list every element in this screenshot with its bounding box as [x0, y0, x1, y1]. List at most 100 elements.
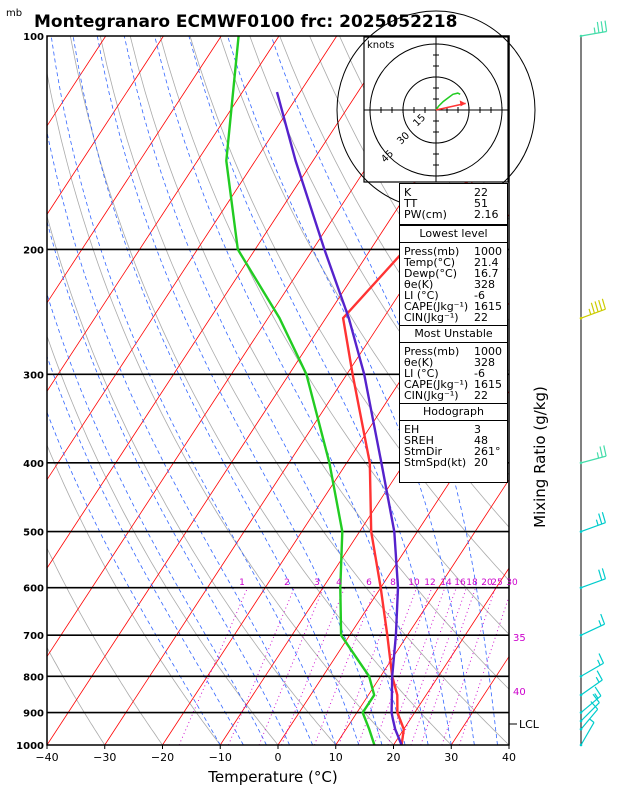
mixing-ratio-label: 6 [366, 578, 372, 588]
wind-barb-dot [579, 743, 583, 747]
unstable-key: CAPE(Jkg⁻¹) [404, 378, 469, 391]
wind-barb-flag [601, 568, 607, 579]
isotherm [47, 36, 222, 304]
index-value: 51 [474, 197, 488, 210]
wind-barb [579, 701, 599, 731]
wind-barbs [579, 20, 608, 747]
mixing-ratio-line [228, 587, 295, 745]
moist-adiabat [47, 411, 221, 745]
mixing-ratio-label: 3 [314, 578, 320, 588]
wind-barb-dot [579, 461, 583, 465]
lowest-row: LI (°C) -6 [400, 290, 507, 301]
moist-adiabat [47, 355, 244, 745]
wind-barb-flag [601, 512, 607, 523]
parcel-line [275, 91, 403, 745]
wind-barb-flag [592, 693, 600, 703]
y-tick-label: 1000 [16, 741, 44, 752]
y-tick-label: 600 [23, 584, 44, 595]
wind-barb-flag [598, 569, 603, 581]
hodograph-stats-list: EH 3 SREH 48 StmDir 261° StmSpd(kt) 20 [400, 421, 507, 470]
lowest-value: 1615 [474, 300, 502, 313]
hodograph-unit: knots [367, 40, 394, 51]
unstable-key: LI (°C) [404, 367, 439, 380]
x-tick-label: −30 [93, 751, 116, 764]
lowest-value: 21.4 [474, 256, 499, 269]
hodo-stat-row: EH 3 [400, 424, 507, 435]
lowest-row: CAPE(Jkg⁻¹) 1615 [400, 301, 507, 312]
unstable-key: θe(K) [404, 356, 434, 369]
wind-barb-flag [596, 452, 600, 459]
moist-adiabat [47, 219, 290, 745]
wind-barb-flag [596, 670, 603, 681]
isotherm [47, 36, 395, 569]
wind-barb-staff [580, 708, 599, 730]
wind-barb-flag [598, 653, 605, 664]
mixing-ratio-line [281, 587, 345, 745]
y-tick-label: 100 [23, 32, 44, 43]
hodograph-trace [435, 92, 461, 111]
lowest-level-header: Lowest level [400, 226, 507, 243]
unstable-value: 22 [474, 389, 488, 402]
moist-adiabat [50, 36, 337, 745]
wind-barb-flag [600, 613, 606, 625]
wind-barb-flag [599, 446, 603, 458]
wind-barb [579, 693, 600, 723]
unstable-row: LI (°C) -6 [400, 368, 507, 379]
y-unit-label: mb [6, 8, 22, 19]
y-tick-label: 900 [23, 709, 44, 720]
wind-barb-staff [580, 30, 607, 37]
indices-list: K 22 TT 51 PW(cm) 2.16 [400, 184, 507, 222]
lowest-key: Press(mb) [404, 245, 460, 258]
y-tick-label: 400 [23, 459, 44, 470]
dry-adiabat [129, 36, 509, 690]
x-tick-label: 10 [329, 751, 343, 764]
wind-barb-dot [579, 586, 583, 590]
wind-barb-dot [579, 693, 583, 697]
wind-barb-staff [580, 455, 607, 464]
wind-barb-dot [579, 711, 583, 714]
mixing-ratio-label: 2 [284, 578, 290, 588]
y-tick-label: 300 [23, 370, 44, 381]
sounding-traces [225, 36, 509, 745]
dry-adiabat [219, 36, 509, 528]
wind-barb-flag [594, 693, 599, 699]
lowest-value: -6 [474, 289, 485, 302]
unstable-row: Press(mb) 1000 [400, 346, 507, 357]
lowest-row: Dewp(°C) 16.7 [400, 268, 507, 279]
moist-adiabat [227, 36, 475, 745]
lowest-key: Dewp(°C) [404, 267, 457, 280]
hodograph-header: Hodograph [400, 403, 507, 421]
x-tick-label: 40 [502, 751, 516, 764]
hodo-stat-key: StmSpd(kt) [404, 456, 467, 469]
index-value: 22 [474, 186, 488, 199]
y-tick-label: 800 [23, 672, 44, 683]
wind-barb-dot [579, 633, 583, 637]
lowest-key: CIN(Jkg⁻¹) [404, 311, 459, 324]
most-unstable-list: Press(mb) 1000 θe(K) 328 LI (°C) -6 CAPE(Jkg⁻¹… [400, 343, 507, 403]
x-tick-label: 20 [387, 751, 401, 764]
mixing-ratio-label: 4 [336, 578, 342, 588]
wind-barb [579, 613, 606, 637]
lcl-label: LCL [519, 718, 540, 731]
x-tick-label: 30 [444, 751, 458, 764]
mixing-ratio-label: 18 [466, 578, 478, 588]
wind-barb-staff [580, 308, 606, 319]
wind-barb-flag [598, 299, 603, 311]
lowest-value: 1000 [474, 245, 502, 258]
moist-adiabat [96, 36, 383, 745]
wind-barb [579, 512, 607, 533]
unstable-key: Press(mb) [404, 345, 460, 358]
mixing-ratio-label: 16 [454, 578, 466, 588]
dry-adiabat [47, 444, 221, 745]
lowest-row: θe(K) 328 [400, 279, 507, 290]
unstable-value: 1000 [474, 345, 502, 358]
isotherm [47, 36, 164, 216]
moist-adiabat [188, 36, 452, 745]
wind-barb-flag [590, 302, 596, 314]
x-tick-label: −20 [151, 751, 174, 764]
mixing-ratio-label: 10 [408, 578, 420, 588]
wind-barb-dot [579, 719, 583, 723]
hodo-stat-key: EH [404, 423, 420, 436]
dry-adiabat [579, 36, 618, 745]
wind-barb-dot [579, 727, 583, 731]
